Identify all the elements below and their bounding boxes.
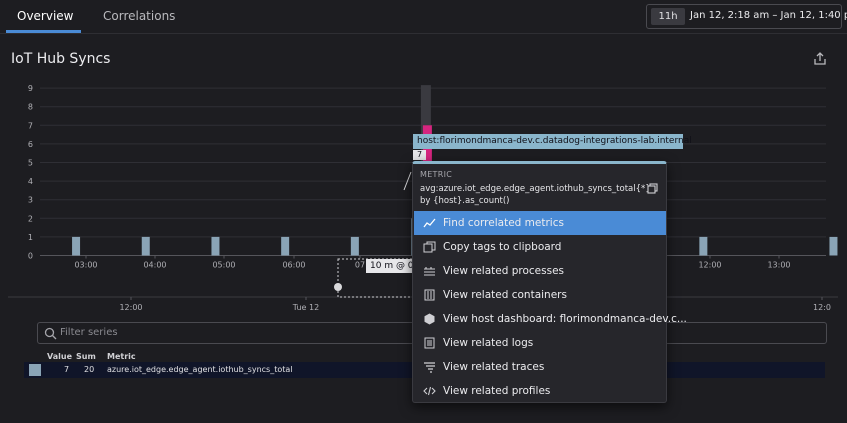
x-tick-label: 13:00 — [767, 261, 790, 270]
context-menu: METRIC avg:azure.iot_edge.edge_agent.iot… — [412, 161, 687, 403]
legend-row-value: 7 — [64, 365, 70, 374]
menu-item-label: View related processes — [443, 265, 565, 277]
bar — [211, 236, 220, 256]
x-tick-label: 12:00 — [698, 261, 721, 270]
bar — [72, 236, 81, 256]
menu-copy-tags[interactable]: Copy tags to clipboard — [414, 235, 666, 259]
x-tick-label: 07 — [355, 261, 365, 270]
bar — [829, 236, 838, 256]
y-tick-label: 0 — [28, 252, 33, 261]
hover-host-tag: host:florimondmanca-dev.c.datadog-integr… — [413, 134, 692, 149]
copy-icon — [423, 241, 436, 253]
navigator-label: Tue 12 — [292, 303, 319, 312]
hover-pointer-line — [403, 171, 412, 191]
tab-correlations[interactable]: Correlations — [103, 9, 176, 23]
legend-header-sum[interactable]: Sum — [76, 352, 96, 361]
hover-time-tooltip: 10 m @ 07 — [366, 259, 414, 273]
navigator-label: 12:00 — [119, 303, 142, 312]
copy-icon[interactable] — [647, 183, 658, 194]
y-tick-label: 5 — [28, 159, 33, 168]
timeframe-selector[interactable]: 11h Jan 12, 2:18 am – Jan 12, 1:40 pm — [646, 4, 847, 29]
legend-row-metric: azure.iot_edge.edge_agent.iothub_syncs_t… — [107, 365, 293, 374]
y-tick-label: 3 — [28, 196, 33, 205]
y-tick-label: 4 — [28, 177, 33, 186]
menu-view-profiles[interactable]: View related profiles — [414, 379, 666, 403]
bar — [141, 236, 150, 256]
share-icon[interactable] — [813, 52, 827, 66]
menu-view-processes[interactable]: View related processes — [414, 259, 666, 283]
bar — [699, 236, 708, 256]
menu-find-correlated-metrics[interactable]: Find correlated metrics — [414, 211, 666, 235]
containers-icon — [424, 289, 435, 301]
x-tick-label: 03:00 — [74, 261, 97, 270]
y-axis: 0 1 2 3 4 5 6 7 8 9 — [28, 84, 33, 260]
filter-placeholder: Filter series — [60, 327, 118, 338]
widget-title: IoT Hub Syncs — [11, 51, 111, 67]
y-tick-label: 2 — [28, 214, 33, 223]
profiles-icon — [423, 386, 436, 396]
menu-item-label: Find correlated metrics — [443, 217, 564, 229]
traces-icon — [424, 362, 435, 373]
menu-view-traces[interactable]: View related traces — [414, 355, 666, 379]
trend-icon — [423, 218, 436, 228]
legend-header-metric[interactable]: Metric — [107, 352, 136, 361]
metric-query: avg:azure.iot_edge.edge_agent.iothub_syn… — [420, 184, 651, 206]
y-tick-label: 8 — [28, 103, 33, 112]
menu-view-containers[interactable]: View related containers — [414, 283, 666, 307]
menu-item-label: Copy tags to clipboard — [443, 241, 562, 253]
bar — [281, 236, 290, 256]
y-tick-label: 9 — [28, 84, 33, 93]
y-tick-label: 1 — [28, 233, 33, 242]
x-tick-label: 06:00 — [282, 261, 305, 270]
legend-header-value[interactable]: Value — [47, 352, 73, 361]
menu-item-label: View related profiles — [443, 385, 551, 397]
y-tick-label: 7 — [28, 121, 33, 130]
menu-item-label: View related logs — [443, 337, 534, 349]
menu-item-label: View related traces — [443, 361, 545, 373]
y-tick-label: 6 — [28, 140, 33, 149]
bar — [350, 236, 359, 256]
menu-item-label: View related containers — [443, 289, 567, 301]
tab-overview[interactable]: Overview — [17, 9, 74, 23]
hover-value-badge: 7 — [413, 150, 426, 160]
context-menu-header: METRIC — [420, 170, 453, 179]
x-tick-label: 05:00 — [212, 261, 235, 270]
timeframe-duration-chip[interactable]: 11h — [651, 8, 685, 25]
active-tab-indicator — [6, 30, 81, 33]
tab-bar: Overview Correlations 11h Jan 12, 2:18 a… — [0, 0, 847, 34]
timeframe-range: Jan 12, 2:18 am – Jan 12, 1:40 pm — [690, 10, 847, 21]
processes-icon — [424, 267, 435, 276]
menu-view-host-dashboard[interactable]: View host dashboard: florimondmanca-dev.… — [414, 307, 687, 331]
logs-icon — [424, 337, 435, 349]
series-color-swatch — [29, 364, 41, 376]
legend-row-sum: 20 — [84, 365, 95, 374]
navigator-handle — [334, 283, 342, 291]
navigator-label: 12:0 — [813, 303, 831, 312]
menu-item-label: View host dashboard: florimondmanca-dev.… — [443, 313, 687, 325]
search-icon — [44, 327, 57, 340]
menu-view-logs[interactable]: View related logs — [414, 331, 666, 355]
hexagon-icon — [424, 313, 435, 325]
x-tick-label: 04:00 — [143, 261, 166, 270]
